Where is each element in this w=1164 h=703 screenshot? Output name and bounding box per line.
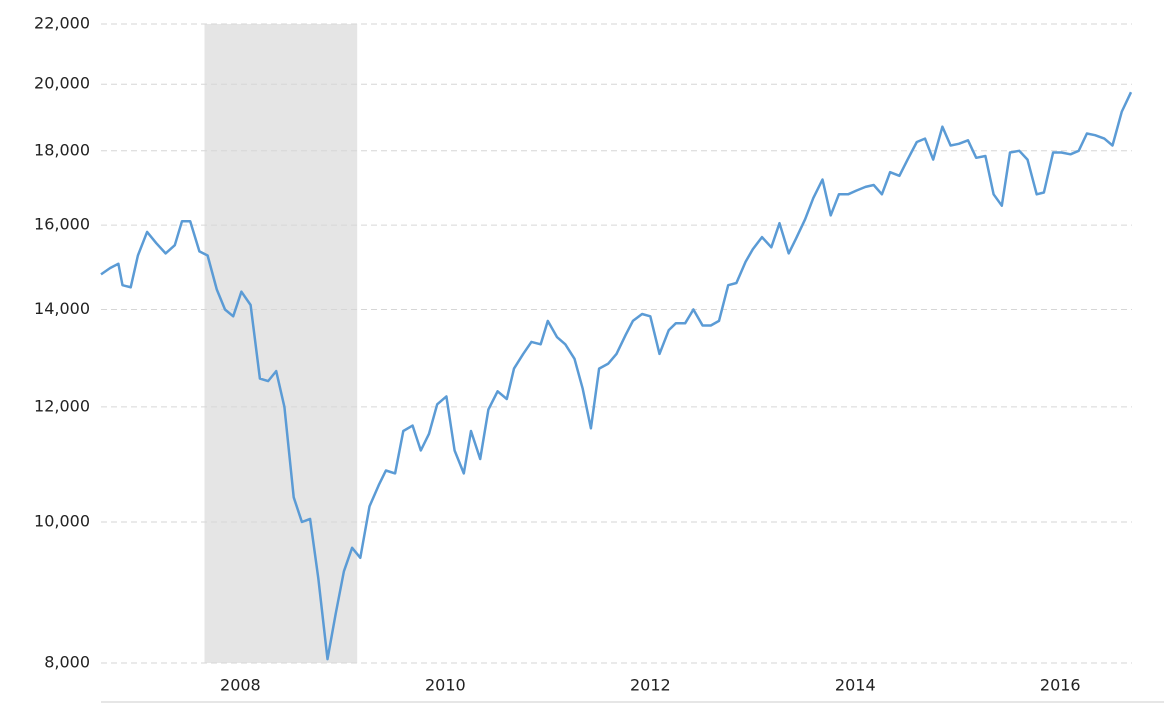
data-line	[100, 91, 1133, 661]
x-tick-label: 2016	[1040, 676, 1081, 695]
y-tick-label: 8,000	[44, 653, 90, 672]
y-tick-label: 18,000	[34, 140, 90, 159]
x-tick-label: 2010	[425, 676, 466, 695]
x-tick-label: 2008	[220, 676, 261, 695]
shaded-region	[204, 24, 358, 663]
x-tick-label: 2014	[835, 676, 876, 695]
x-tick-label: 2012	[630, 676, 671, 695]
y-tick-label: 20,000	[34, 74, 90, 93]
y-tick-label: 10,000	[34, 512, 90, 531]
y-tick-label: 14,000	[34, 299, 90, 318]
y-tick-label: 22,000	[34, 14, 90, 33]
y-tick-label: 16,000	[34, 215, 90, 234]
y-tick-label: 12,000	[34, 396, 90, 415]
